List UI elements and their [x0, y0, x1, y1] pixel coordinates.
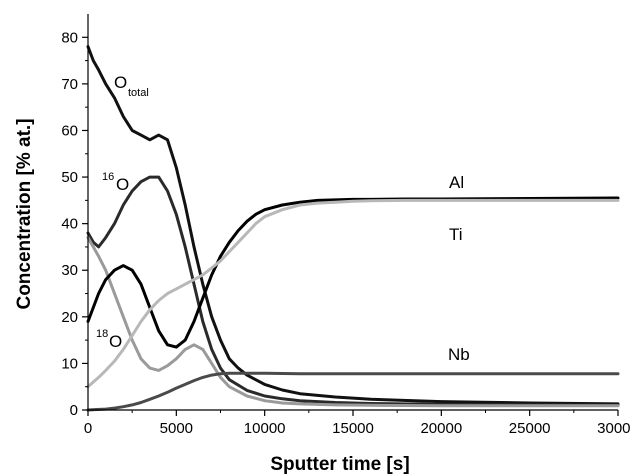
series-line-18o: [86, 236, 620, 408]
y-tick-label: 60: [61, 122, 78, 139]
svg-text:O: O: [114, 73, 127, 92]
x-tick-label: 5000: [160, 420, 193, 437]
x-axis-title: Sputter time [s]: [270, 454, 409, 475]
x-tick-label: 10000: [244, 420, 286, 437]
y-tick-label: 30: [61, 262, 78, 279]
y-tick-label: 70: [61, 76, 78, 93]
svg-text:total: total: [128, 87, 149, 99]
series-layer: [86, 45, 620, 412]
y-tick-label: 0: [70, 402, 78, 419]
annotation-nb: Nb: [448, 345, 470, 364]
svg-text:O: O: [116, 175, 129, 194]
y-tick-label: 40: [61, 216, 78, 233]
y-tick-label: 20: [61, 309, 78, 326]
svg-text:18: 18: [96, 328, 108, 340]
series-line-ti: [86, 198, 620, 389]
annotation-o-total: O total: [114, 73, 149, 99]
y-tick-label: 10: [61, 355, 78, 372]
annotation-o16: 16 O: [102, 171, 129, 194]
x-tick-label: 25000: [509, 420, 551, 437]
svg-text:O: O: [109, 332, 122, 351]
y-axis-title: Concentration [% at.]: [14, 118, 35, 309]
x-tick-label: 0: [84, 420, 92, 437]
series-line-16o: [86, 175, 620, 407]
annotation-ti: Ti: [449, 225, 463, 244]
y-tick-label: 80: [61, 29, 78, 46]
series-line-al: [86, 196, 620, 349]
svg-text:16: 16: [102, 171, 114, 183]
annotation-o18: 18 O: [96, 328, 122, 351]
x-tick-label: 20000: [420, 420, 462, 437]
x-tick-label: 15000: [332, 420, 374, 437]
y-tick-label: 50: [61, 169, 78, 186]
axes-layer: [87, 14, 618, 411]
series-line-o-total: [86, 45, 620, 406]
series-line-nb: [86, 371, 620, 412]
annotation-al: Al: [449, 173, 464, 192]
